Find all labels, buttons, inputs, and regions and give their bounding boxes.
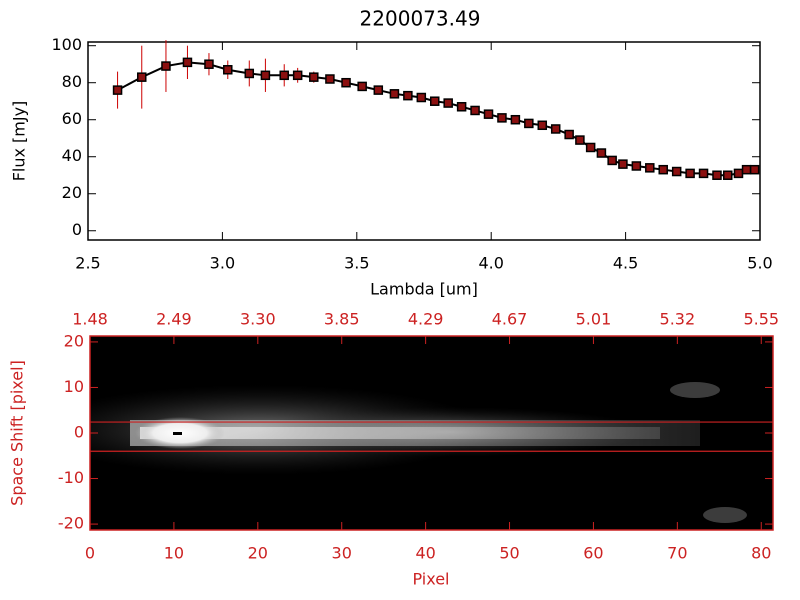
x-tick-label: 60 [583, 544, 603, 563]
marker [430, 96, 440, 106]
marker [658, 164, 668, 175]
marker [698, 168, 709, 179]
y-tick-label: 100 [51, 35, 82, 54]
marker [325, 74, 335, 84]
marker [631, 161, 642, 171]
marker [112, 85, 123, 95]
marker [161, 61, 171, 71]
x2-tick-label: 5.01 [576, 310, 612, 329]
marker [403, 90, 413, 101]
marker [596, 148, 607, 158]
x2-tick-label: 5.32 [660, 310, 696, 329]
marker [618, 159, 628, 169]
marker [389, 89, 400, 99]
x-tick-label: 2.5 [75, 254, 100, 273]
marker [537, 120, 548, 131]
x-tick-label: 20 [248, 544, 268, 563]
marker [244, 68, 255, 79]
marker [564, 129, 574, 140]
x-tick-label: 5.0 [747, 254, 772, 273]
y-tick-label: 0 [72, 220, 82, 239]
x-tick-label: 80 [751, 544, 771, 563]
marker [550, 124, 561, 134]
x2-tick-label: 3.30 [240, 310, 276, 329]
x-tick-label: 0 [85, 544, 95, 563]
marker [510, 114, 521, 125]
x-tick-label: 40 [415, 544, 435, 563]
marker [712, 170, 722, 180]
x-tick-label: 30 [332, 544, 352, 563]
chart-title: 2200073.49 [360, 7, 481, 31]
y-axis-label: Flux [mJy] [10, 101, 29, 182]
x-tick-label: 10 [164, 544, 184, 563]
marker [260, 70, 271, 81]
marker [497, 113, 507, 123]
marker [357, 81, 367, 92]
marker [749, 164, 760, 175]
marker [722, 170, 733, 180]
y-tick-label: 60 [62, 109, 82, 128]
y-tick-label: -20 [58, 514, 84, 533]
marker [671, 166, 682, 177]
x2-tick-label: 4.29 [408, 310, 444, 329]
x2-tick-label: 3.85 [324, 310, 360, 329]
marker [443, 98, 453, 108]
marker [137, 72, 147, 82]
x-tick-label: 3.5 [344, 254, 369, 273]
marker [733, 168, 744, 179]
data-line [117, 61, 755, 177]
y-tick-label: 10 [64, 377, 84, 396]
y-tick-label: 40 [62, 146, 82, 165]
marker [223, 65, 233, 75]
marker [373, 85, 384, 95]
marker [524, 118, 534, 129]
marker [292, 70, 303, 81]
marker [575, 135, 585, 145]
y-tick-label: 20 [64, 331, 84, 350]
x-tick-label: 4.5 [613, 254, 638, 273]
plot-frame [87, 41, 761, 241]
x2-tick-label: 4.67 [492, 310, 528, 329]
y-tick-label: 0 [74, 423, 84, 442]
marker [204, 59, 214, 69]
y-axis-label: Space Shift [pixel] [8, 360, 27, 506]
marker [741, 164, 752, 175]
x-tick-label: 4.0 [478, 254, 503, 273]
marker [456, 102, 467, 112]
marker [309, 72, 319, 82]
x2-tick-label: 2.49 [156, 310, 192, 329]
y-tick-label: 80 [62, 72, 82, 91]
marker [416, 92, 427, 103]
marker [341, 77, 351, 88]
marker [645, 163, 655, 173]
marker [685, 168, 695, 179]
marker [585, 142, 596, 153]
x-axis-label: Lambda [um] [370, 280, 478, 299]
spectrum-image [90, 336, 773, 530]
y-tick-label: 20 [62, 183, 82, 202]
x-axis-label: Pixel [412, 570, 449, 589]
marker [483, 109, 494, 119]
x-tick-label: 3.0 [210, 254, 235, 273]
x2-tick-label: 5.55 [743, 310, 779, 329]
marker [279, 70, 289, 81]
x-tick-label: 50 [499, 544, 519, 563]
marker [470, 105, 480, 116]
marker [607, 155, 617, 166]
y-tick-label: -10 [58, 468, 84, 487]
marker [182, 57, 193, 68]
x2-tick-label: 1.48 [72, 310, 108, 329]
x-tick-label: 70 [667, 544, 687, 563]
